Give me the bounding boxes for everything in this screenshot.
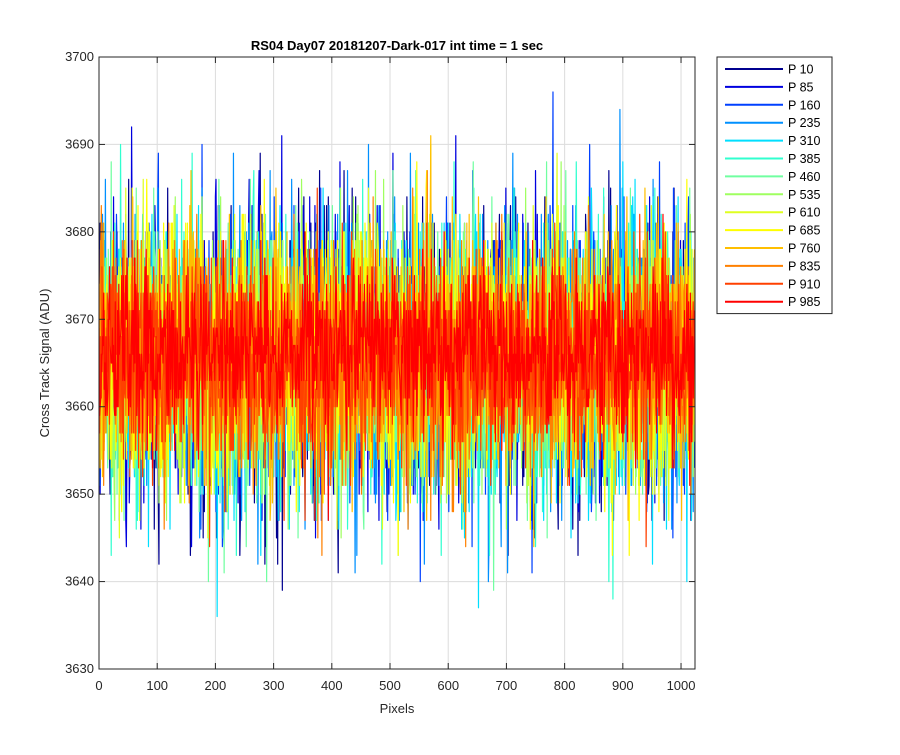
legend-label: P 385: [788, 152, 820, 166]
y-tick-label: 3690: [65, 136, 94, 151]
legend-label: P 685: [788, 224, 820, 238]
y-tick-label: 3650: [65, 486, 94, 501]
y-tick-label: 3700: [65, 49, 94, 64]
y-tick-label: 3660: [65, 399, 94, 414]
legend-label: P 835: [788, 259, 820, 273]
plot-frame: [98, 56, 696, 670]
legend-label: P 535: [788, 188, 820, 202]
x-tick-label: 700: [496, 678, 518, 693]
plot-area: [99, 91, 695, 618]
legend-label: P 85: [788, 80, 814, 94]
legend-label: P 160: [788, 98, 820, 112]
x-tick-labels: 0 100 200 300 400 500 600 700 800 900 1000: [95, 678, 695, 693]
y-tick-label: 3640: [65, 574, 94, 589]
legend-label: P 460: [788, 170, 820, 184]
x-axis-label: Pixels: [380, 701, 415, 716]
legend-box: [716, 56, 833, 315]
series-line-p985: [99, 213, 695, 521]
y-axis-label: Cross Track Signal (ADU): [37, 289, 52, 438]
x-tick-label: 900: [612, 678, 634, 693]
legend-label: P 910: [788, 277, 820, 291]
legend-label: P 310: [788, 134, 820, 148]
x-tick-label: 300: [263, 678, 285, 693]
y-tick-label: 3630: [65, 661, 94, 676]
x-tick-label: 400: [321, 678, 343, 693]
chart-title: RS04 Day07 20181207-Dark-017 int time = …: [251, 38, 543, 53]
legend-label: P 10: [788, 63, 814, 77]
series-group: [99, 91, 695, 618]
y-tick-labels: 3630 3640 3650 3660 3670 3680 3690 3700: [65, 49, 94, 676]
x-tick-label: 600: [437, 678, 459, 693]
series-line-p910: [99, 187, 695, 548]
legend-label: P 760: [788, 242, 820, 256]
legend: P 10 P 85 P 160 P 235 P 310 P 385 P 460 P 535 P …: [716, 56, 833, 315]
x-tick-label: 200: [205, 678, 227, 693]
legend-label: P 985: [788, 295, 820, 309]
x-tick-label: 1000: [667, 678, 696, 693]
axis-ticks: [98, 56, 695, 670]
x-tick-label: 100: [146, 678, 168, 693]
x-tick-label: 0: [95, 678, 102, 693]
y-tick-label: 3680: [65, 224, 94, 239]
legend-label: P 610: [788, 206, 820, 220]
y-tick-label: 3670: [65, 311, 94, 326]
x-tick-label: 500: [379, 678, 401, 693]
legend-label: P 235: [788, 116, 820, 130]
x-tick-label: 800: [554, 678, 576, 693]
